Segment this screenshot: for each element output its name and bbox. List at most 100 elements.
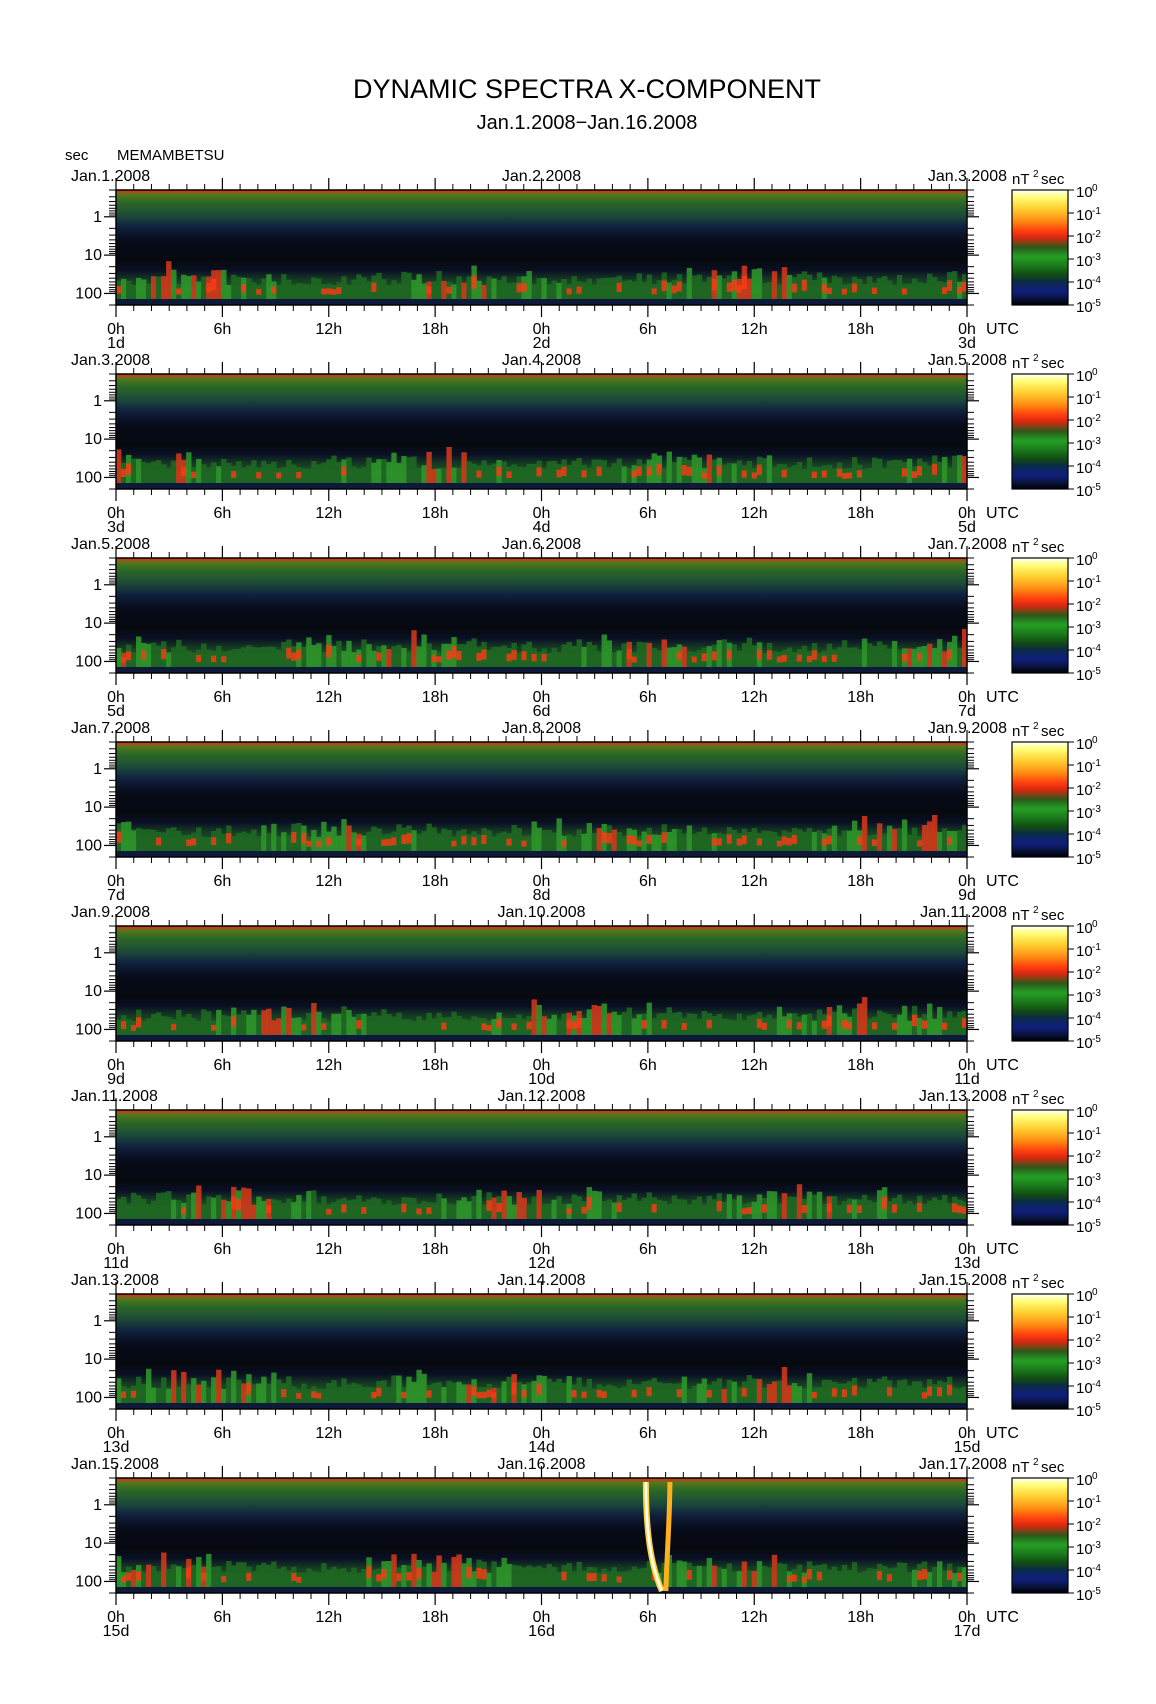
activity-column	[426, 823, 432, 851]
activity-hotspot	[927, 1386, 933, 1396]
activity-hotspot	[486, 1389, 492, 1398]
activity-column	[937, 639, 943, 667]
activity-column	[691, 454, 698, 483]
activity-column	[846, 830, 853, 851]
activity-column	[401, 647, 407, 667]
activity-column	[441, 1198, 447, 1219]
activity-column	[116, 1556, 122, 1587]
y-tick-label: 1	[93, 761, 102, 778]
activity-column	[511, 1204, 517, 1219]
activity-hotspot	[381, 839, 387, 846]
colorbar-tick-exponent: -1	[1092, 390, 1101, 401]
activity-hotspot	[401, 1392, 407, 1399]
activity-column	[481, 284, 487, 299]
activity-column	[906, 458, 913, 483]
activity-column	[266, 464, 272, 483]
activity-column	[431, 1202, 437, 1219]
colorbar-tick-label: 10	[1076, 1587, 1093, 1604]
activity-column	[536, 1565, 542, 1587]
activity-column	[386, 1561, 392, 1587]
activity-column	[796, 1184, 803, 1219]
x-tick-label: 12h	[315, 505, 342, 522]
activity-column	[646, 642, 652, 667]
activity-hotspot	[276, 472, 282, 479]
activity-column	[226, 463, 232, 483]
activity-column	[736, 650, 743, 667]
activity-column	[776, 1203, 783, 1219]
spectrogram-artifact	[642, 1481, 673, 1593]
activity-hotspot	[461, 835, 467, 845]
activity-column	[921, 462, 928, 483]
activity-hotspot	[676, 281, 683, 292]
colorbar-tick-exponent: -5	[1092, 1586, 1101, 1597]
activity-column	[776, 1380, 783, 1403]
activity-column	[962, 1386, 968, 1403]
colorbar-unit: nT	[1012, 1459, 1030, 1476]
activity-column	[641, 831, 647, 851]
activity-column	[947, 467, 953, 483]
day-end-label: 7d	[958, 703, 976, 720]
colorbar-tick-exponent: 0	[1092, 735, 1098, 746]
colorbar-gradient	[1011, 925, 1069, 1042]
activity-column	[226, 284, 232, 299]
activity-column	[436, 833, 442, 851]
figure-subtitle: Jan.1.2008−Jan.16.2008	[477, 112, 698, 134]
activity-column	[491, 836, 497, 851]
activity-column	[461, 644, 467, 667]
activity-column	[691, 1566, 698, 1587]
activity-hotspot	[256, 288, 262, 295]
colorbar-tick-label: 10	[1076, 1311, 1093, 1328]
activity-column	[891, 1387, 898, 1403]
activity-hotspot	[541, 654, 547, 662]
activity-column	[501, 645, 507, 667]
activity-hotspot	[561, 840, 567, 847]
spectrogram-top-strip	[116, 558, 967, 561]
y-tick-label: 1	[93, 209, 102, 226]
activity-hotspot	[601, 1574, 607, 1582]
activity-column	[136, 458, 142, 483]
activity-column	[881, 644, 888, 667]
activity-column	[491, 463, 497, 483]
activity-hotspot	[581, 470, 587, 478]
activity-column	[646, 1561, 652, 1587]
activity-column	[441, 1562, 447, 1587]
activity-column	[932, 1018, 938, 1035]
colorbar-tick-exponent: -1	[1092, 758, 1101, 769]
activity-hotspot	[566, 288, 572, 295]
colorbar-tick-label: 10	[1076, 782, 1093, 799]
activity-column	[161, 832, 167, 851]
activity-hotspot	[916, 840, 923, 847]
activity-column	[791, 652, 798, 667]
activity-column	[671, 647, 678, 667]
activity-column	[681, 1376, 688, 1403]
x-unit-label: UTC	[986, 1057, 1019, 1074]
panel-end-date: Jan.13.2008	[919, 1088, 1007, 1105]
x-tick-label: 18h	[422, 1241, 449, 1258]
activity-column	[201, 464, 207, 483]
activity-hotspot	[566, 1019, 572, 1029]
activity-column	[371, 1012, 377, 1035]
activity-hotspot	[481, 649, 487, 660]
activity-column	[846, 1381, 853, 1403]
activity-column	[461, 282, 467, 299]
colorbar-tick-label: 10	[1076, 966, 1093, 983]
activity-column	[211, 1567, 217, 1587]
activity-column	[306, 284, 312, 299]
activity-column	[796, 1564, 803, 1587]
activity-column	[626, 279, 632, 299]
x-tick-label: 18h	[847, 1241, 874, 1258]
activity-hotspot	[471, 1386, 477, 1396]
activity-column	[196, 281, 202, 299]
activity-column	[521, 467, 527, 483]
activity-column	[521, 1567, 527, 1587]
activity-column	[346, 825, 352, 851]
activity-column	[421, 831, 427, 851]
activity-hotspot	[476, 1391, 482, 1399]
y-tick-label: 100	[75, 1021, 102, 1038]
activity-column	[586, 467, 592, 483]
activity-hotspot	[441, 1022, 447, 1030]
x-tick-label: 12h	[741, 321, 768, 338]
x-tick-label: 18h	[847, 1425, 874, 1442]
activity-column	[611, 829, 617, 851]
activity-hotspot	[286, 647, 292, 659]
